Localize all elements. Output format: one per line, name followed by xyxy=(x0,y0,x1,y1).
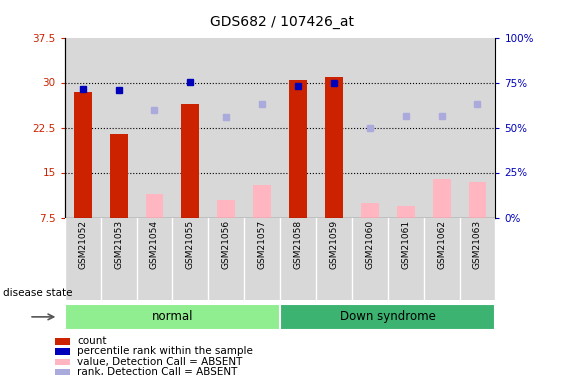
Bar xyxy=(388,217,424,300)
Bar xyxy=(352,217,388,300)
Text: GSM21054: GSM21054 xyxy=(150,220,159,269)
Text: GSM21061: GSM21061 xyxy=(401,220,410,269)
Bar xyxy=(424,217,459,300)
Bar xyxy=(74,92,92,218)
Bar xyxy=(424,38,459,218)
Bar xyxy=(110,134,128,218)
Bar xyxy=(325,76,343,218)
Bar xyxy=(388,38,424,218)
Text: GSM21059: GSM21059 xyxy=(329,220,338,269)
Bar xyxy=(352,38,388,218)
Bar xyxy=(316,217,352,300)
Text: GSM21063: GSM21063 xyxy=(473,220,482,269)
Bar xyxy=(208,38,244,218)
Bar xyxy=(172,217,208,300)
Text: GSM21057: GSM21057 xyxy=(258,220,267,269)
Text: GSM21055: GSM21055 xyxy=(186,220,195,269)
Bar xyxy=(280,38,316,218)
Bar xyxy=(181,104,199,218)
Bar xyxy=(253,184,271,218)
Bar xyxy=(289,80,307,218)
Bar xyxy=(217,200,235,217)
Bar xyxy=(55,338,70,345)
Bar xyxy=(65,38,101,218)
Bar xyxy=(244,217,280,300)
Text: GSM21062: GSM21062 xyxy=(437,220,446,269)
Bar xyxy=(244,38,280,218)
Bar xyxy=(55,369,70,375)
Text: count: count xyxy=(77,336,107,346)
Bar xyxy=(432,178,450,218)
Bar xyxy=(55,348,70,355)
Text: normal: normal xyxy=(151,310,193,323)
Text: percentile rank within the sample: percentile rank within the sample xyxy=(77,346,253,356)
Bar xyxy=(55,358,70,365)
Bar xyxy=(101,38,137,218)
Bar xyxy=(172,38,208,218)
Bar xyxy=(208,217,244,300)
Bar xyxy=(137,217,172,300)
Text: GSM21056: GSM21056 xyxy=(222,220,231,269)
Text: GSM21053: GSM21053 xyxy=(114,220,123,269)
Bar xyxy=(101,217,137,300)
Bar xyxy=(468,182,486,218)
Text: value, Detection Call = ABSENT: value, Detection Call = ABSENT xyxy=(77,357,243,366)
Bar xyxy=(459,217,495,300)
Bar xyxy=(65,304,280,330)
Text: GSM21060: GSM21060 xyxy=(365,220,374,269)
Bar xyxy=(280,304,495,330)
Text: disease state: disease state xyxy=(3,288,73,298)
Text: rank, Detection Call = ABSENT: rank, Detection Call = ABSENT xyxy=(77,367,238,375)
Text: GSM21058: GSM21058 xyxy=(293,220,302,269)
Bar xyxy=(145,194,163,217)
Bar xyxy=(397,206,415,218)
Bar xyxy=(280,217,316,300)
Bar xyxy=(316,38,352,218)
Text: Down syndrome: Down syndrome xyxy=(340,310,436,323)
Bar xyxy=(65,217,101,300)
Bar xyxy=(137,38,172,218)
Bar xyxy=(459,38,495,218)
Text: GSM21052: GSM21052 xyxy=(78,220,87,269)
Bar xyxy=(361,202,379,217)
Text: GDS682 / 107426_at: GDS682 / 107426_at xyxy=(209,15,354,29)
